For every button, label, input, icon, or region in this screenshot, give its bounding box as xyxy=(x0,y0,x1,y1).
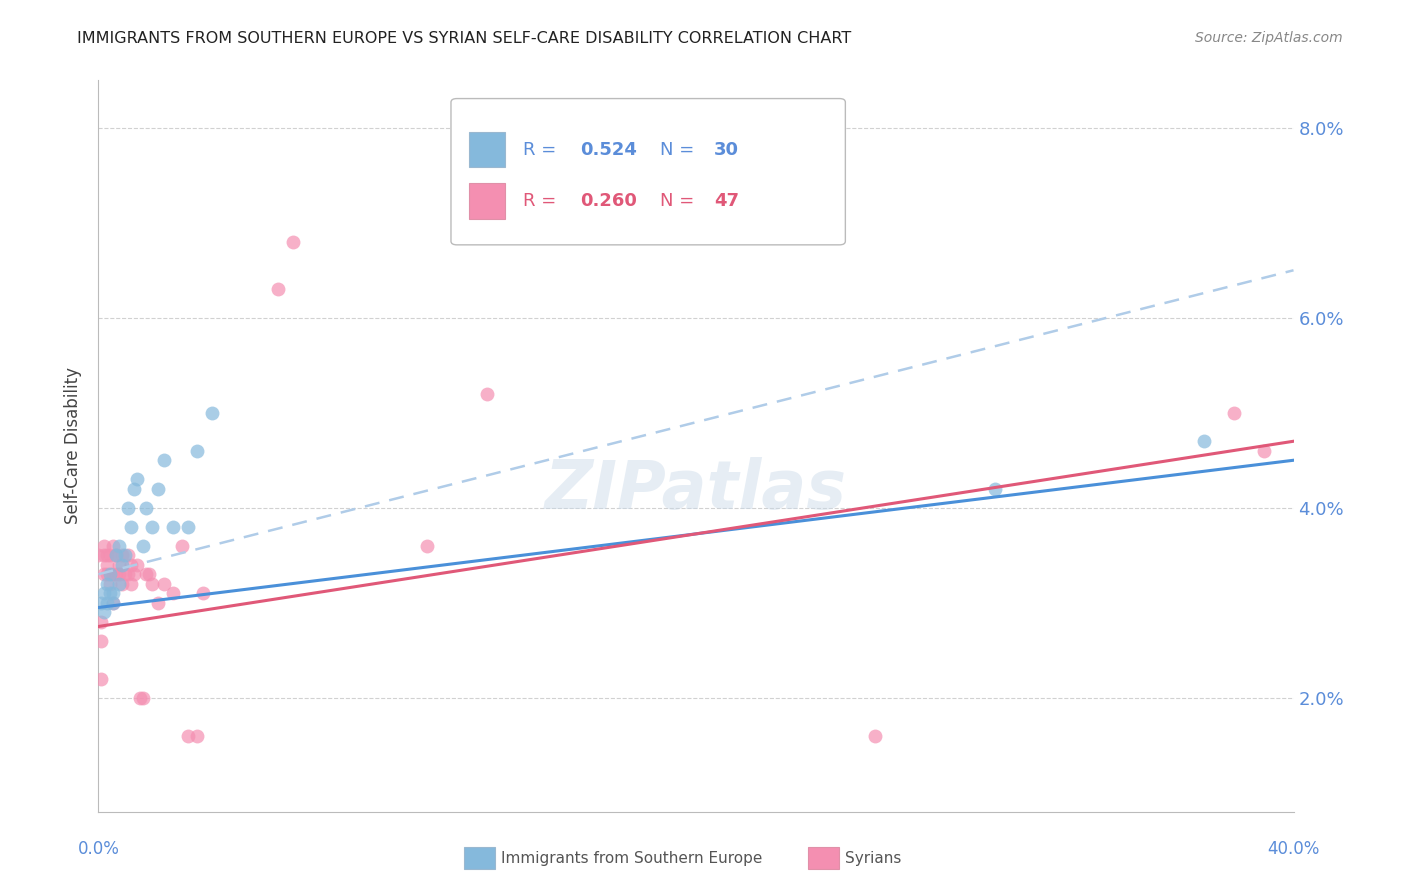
Point xyxy=(103,539,125,553)
Point xyxy=(117,567,139,582)
Point xyxy=(108,558,131,572)
Point xyxy=(96,558,118,572)
Point xyxy=(96,567,118,582)
Text: Immigrants from Southern Europe: Immigrants from Southern Europe xyxy=(501,851,762,865)
Point xyxy=(153,453,176,467)
Point xyxy=(148,596,170,610)
Point xyxy=(416,539,439,553)
Point xyxy=(93,586,115,600)
Point xyxy=(105,548,128,562)
Point xyxy=(87,548,110,562)
Point xyxy=(281,235,304,249)
Point xyxy=(90,615,112,629)
Point xyxy=(105,567,128,582)
Point xyxy=(105,548,128,562)
Point xyxy=(129,690,152,705)
Point xyxy=(93,548,115,562)
Point xyxy=(162,586,184,600)
Point xyxy=(186,729,208,743)
Text: 40.0%: 40.0% xyxy=(1267,840,1320,858)
Point xyxy=(93,539,115,553)
Text: R =: R = xyxy=(523,141,561,159)
Point xyxy=(127,472,149,486)
Text: R =: R = xyxy=(523,192,561,210)
Text: 47: 47 xyxy=(714,192,740,210)
Point xyxy=(96,576,118,591)
Y-axis label: Self-Care Disability: Self-Care Disability xyxy=(65,368,83,524)
FancyBboxPatch shape xyxy=(451,98,845,244)
Point xyxy=(90,596,112,610)
Point xyxy=(745,216,768,230)
Text: ZIPatlas: ZIPatlas xyxy=(546,457,846,523)
Point xyxy=(162,520,184,534)
Point xyxy=(108,567,131,582)
Point xyxy=(114,548,136,562)
Point xyxy=(138,567,160,582)
Point xyxy=(120,576,142,591)
Point xyxy=(98,586,122,600)
Point xyxy=(153,576,176,591)
Point xyxy=(135,500,157,515)
Point xyxy=(111,548,134,562)
Text: IMMIGRANTS FROM SOUTHERN EUROPE VS SYRIAN SELF-CARE DISABILITY CORRELATION CHART: IMMIGRANTS FROM SOUTHERN EUROPE VS SYRIA… xyxy=(77,31,852,46)
Point xyxy=(1223,406,1246,420)
Point xyxy=(114,567,136,582)
Point xyxy=(124,482,146,496)
Text: 0.524: 0.524 xyxy=(581,141,637,159)
FancyBboxPatch shape xyxy=(470,132,505,168)
Point xyxy=(135,567,157,582)
Point xyxy=(96,596,118,610)
Point xyxy=(141,520,163,534)
Point xyxy=(96,548,118,562)
Point xyxy=(103,596,125,610)
Point xyxy=(177,520,200,534)
Point xyxy=(186,443,208,458)
Point xyxy=(1192,434,1215,449)
Point xyxy=(120,520,142,534)
Point xyxy=(117,548,139,562)
Point xyxy=(148,482,170,496)
Point xyxy=(103,567,125,582)
Text: 0.0%: 0.0% xyxy=(77,840,120,858)
Point xyxy=(172,539,194,553)
Point xyxy=(98,548,122,562)
Point xyxy=(111,576,134,591)
Point xyxy=(111,558,134,572)
Point xyxy=(127,558,149,572)
Point xyxy=(201,406,224,420)
Point xyxy=(141,576,163,591)
Point xyxy=(1253,443,1275,458)
Text: N =: N = xyxy=(661,141,700,159)
Point xyxy=(108,576,131,591)
Point xyxy=(132,539,155,553)
Point xyxy=(103,596,125,610)
Point xyxy=(117,500,139,515)
Text: Syrians: Syrians xyxy=(845,851,901,865)
Point xyxy=(103,586,125,600)
Point xyxy=(124,567,146,582)
Point xyxy=(132,690,155,705)
Point xyxy=(191,586,214,600)
Text: Source: ZipAtlas.com: Source: ZipAtlas.com xyxy=(1195,31,1343,45)
Text: 0.260: 0.260 xyxy=(581,192,637,210)
Point xyxy=(93,605,115,619)
Point xyxy=(984,482,1007,496)
Point xyxy=(90,633,112,648)
Point xyxy=(475,386,498,401)
Text: N =: N = xyxy=(661,192,700,210)
Point xyxy=(98,576,122,591)
Point xyxy=(865,729,887,743)
Point xyxy=(267,282,290,296)
Point xyxy=(93,567,115,582)
FancyBboxPatch shape xyxy=(470,184,505,219)
Point xyxy=(90,672,112,686)
Point xyxy=(108,539,131,553)
Text: 30: 30 xyxy=(714,141,740,159)
Point xyxy=(120,558,142,572)
Point xyxy=(98,567,122,582)
Point xyxy=(177,729,200,743)
